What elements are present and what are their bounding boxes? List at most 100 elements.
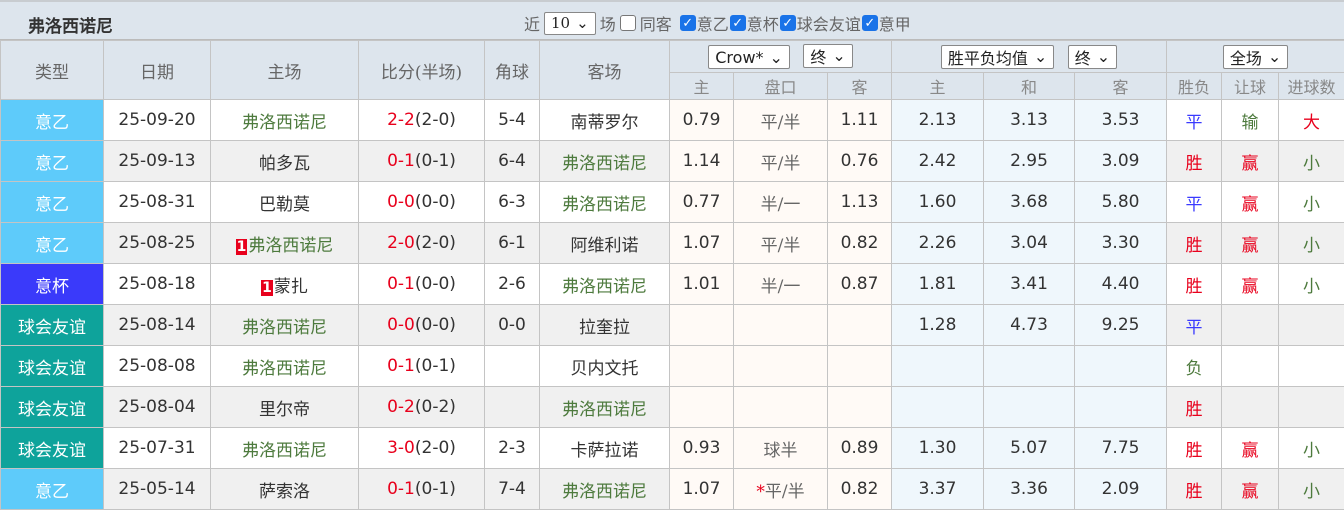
- table-row[interactable]: 意乙 25-08-31 巴勒莫 0-0(0-0) 6-3 弗洛西诺尼 0.77 半/一 1.13…: [0, 181, 1344, 223]
- away-team-cell[interactable]: 弗洛西诺尼: [539, 140, 670, 182]
- home-team-name[interactable]: 弗洛西诺尼: [242, 358, 327, 379]
- recent-count-select[interactable]: 10 ⌄: [544, 11, 596, 35]
- match-type[interactable]: 意乙: [0, 222, 104, 264]
- home-team-cell[interactable]: 巴勒莫: [210, 181, 359, 223]
- header-away: 客场: [539, 40, 670, 100]
- table-row[interactable]: 球会友谊 25-08-04 里尔帝 0-2(0-2) 弗洛西诺尼 胜: [0, 386, 1344, 428]
- score-cell: 2-0(2-0): [358, 222, 485, 264]
- eu-away-odds: 3.30: [1074, 222, 1168, 264]
- table-row[interactable]: 球会友谊 25-08-14 弗洛西诺尼 0-0(0-0) 0-0 拉奎拉 1.28 4.73 9…: [0, 304, 1344, 346]
- full-time-score: 2-0: [387, 233, 415, 253]
- away-team-name[interactable]: 弗洛西诺尼: [562, 153, 647, 174]
- match-type[interactable]: 球会友谊: [0, 304, 104, 346]
- ah-stage-select[interactable]: 终 ⌄: [803, 43, 853, 68]
- match-date: 25-07-31: [103, 427, 211, 469]
- away-team-name[interactable]: 弗洛西诺尼: [562, 276, 647, 297]
- result-handicap: 赢: [1221, 427, 1280, 469]
- half-time-score: (0-0): [414, 274, 456, 294]
- away-team-name[interactable]: 卡萨拉诺: [570, 440, 639, 461]
- ah-away-odds: 0.82: [826, 468, 893, 510]
- table-row[interactable]: 意乙 25-09-13 帕多瓦 0-1(0-1) 6-4 弗洛西诺尼 1.14 平/半 0.76…: [0, 140, 1344, 182]
- home-team-name[interactable]: 弗洛西诺尼: [242, 440, 327, 461]
- home-team-cell[interactable]: 帕多瓦: [210, 140, 359, 182]
- match-type[interactable]: 意乙: [0, 181, 104, 223]
- match-type[interactable]: 球会友谊: [0, 345, 104, 387]
- table-row[interactable]: 球会友谊 25-07-31 弗洛西诺尼 3-0(2-0) 2-3 卡萨拉诺 0.93 球半 0.…: [0, 427, 1344, 469]
- subheader-eu-1: 和: [983, 72, 1076, 100]
- same-venue-checkbox[interactable]: [619, 15, 636, 31]
- home-team-name[interactable]: 巴勒莫: [259, 194, 310, 215]
- home-team-cell[interactable]: 萨索洛: [210, 468, 359, 510]
- match-type[interactable]: 球会友谊: [0, 386, 104, 428]
- home-team-name[interactable]: 里尔帝: [259, 399, 310, 420]
- home-team-name[interactable]: 帕多瓦: [259, 153, 310, 174]
- half-time-score: (2-0): [414, 110, 456, 130]
- match-type[interactable]: 意杯: [0, 263, 104, 305]
- home-team-name[interactable]: 弗洛西诺尼: [242, 317, 327, 338]
- home-team-cell[interactable]: 弗洛西诺尼: [210, 345, 359, 387]
- match-date: 25-08-14: [103, 304, 211, 346]
- result-goals: [1278, 345, 1344, 387]
- ah-company-select[interactable]: Crow* ⌄: [708, 45, 790, 70]
- home-team-cell[interactable]: 里尔帝: [210, 386, 359, 428]
- away-team-cell[interactable]: 阿维利诺: [539, 222, 670, 264]
- match-type[interactable]: 意乙: [0, 99, 104, 141]
- half-time-score: (2-0): [414, 233, 456, 253]
- half-time-score: (0-0): [414, 192, 456, 212]
- eu-stage-select[interactable]: 终 ⌄: [1067, 44, 1118, 69]
- home-team-cell[interactable]: 1 弗洛西诺尼: [210, 222, 359, 264]
- result-wdl: 平: [1166, 304, 1223, 346]
- home-team-name[interactable]: 弗洛西诺尼: [242, 112, 327, 133]
- away-team-name[interactable]: 弗洛西诺尼: [562, 194, 647, 215]
- result-handicap: 赢: [1221, 222, 1280, 264]
- match-type[interactable]: 意乙: [0, 140, 104, 182]
- league-checkbox[interactable]: ✓: [779, 15, 796, 31]
- result-handicap: 赢: [1221, 468, 1280, 510]
- away-team-cell[interactable]: 贝内文托: [539, 345, 670, 387]
- away-team-name[interactable]: 贝内文托: [570, 358, 639, 379]
- league-checkbox[interactable]: ✓: [729, 15, 746, 31]
- home-team-name[interactable]: 蒙扎: [273, 276, 308, 297]
- away-team-cell[interactable]: 弗洛西诺尼: [539, 468, 670, 510]
- result-wdl: 平: [1166, 181, 1223, 223]
- table-row[interactable]: 意杯 25-08-18 1 蒙扎 0-1(0-0) 2-6 弗洛西诺尼 1.01 半/一 0.87…: [0, 263, 1344, 305]
- home-team-name[interactable]: 弗洛西诺尼: [248, 235, 334, 256]
- away-team-name[interactable]: 弗洛西诺尼: [562, 481, 647, 502]
- away-team-name[interactable]: 阿维利诺: [570, 235, 639, 256]
- match-type[interactable]: 球会友谊: [0, 427, 104, 469]
- away-team-cell[interactable]: 卡萨拉诺: [539, 427, 670, 469]
- eu-company-select[interactable]: 胜平负均值 ⌄: [940, 44, 1055, 69]
- match-type[interactable]: 意乙: [0, 468, 104, 510]
- home-team-cell[interactable]: 弗洛西诺尼: [210, 304, 359, 346]
- period-select[interactable]: 全场 ⌄: [1222, 44, 1289, 69]
- period-value: 全场: [1229, 48, 1262, 68]
- table-row[interactable]: 意乙 25-05-14 萨索洛 0-1(0-1) 7-4 弗洛西诺尼 1.07 *平/半 0.8…: [0, 468, 1344, 510]
- home-team-cell[interactable]: 弗洛西诺尼: [210, 427, 359, 469]
- header-score: 比分(半场): [358, 40, 485, 100]
- away-team-cell[interactable]: 弗洛西诺尼: [539, 386, 670, 428]
- table-row[interactable]: 球会友谊 25-08-08 弗洛西诺尼 0-1(0-1) 贝内文托 负: [0, 345, 1344, 387]
- away-team-cell[interactable]: 南蒂罗尔: [539, 99, 670, 141]
- home-team-cell[interactable]: 弗洛西诺尼: [210, 99, 359, 141]
- eu-stage-value: 终: [1074, 48, 1091, 68]
- corner-count: 6-1: [484, 222, 540, 264]
- away-team-cell[interactable]: 弗洛西诺尼: [539, 181, 670, 223]
- result-wdl: 平: [1166, 99, 1223, 141]
- away-team-cell[interactable]: 拉奎拉: [539, 304, 670, 346]
- score-cell: 0-0(0-0): [358, 304, 485, 346]
- header-european-odds: 胜平负均值 ⌄ 终 ⌄: [891, 40, 1168, 73]
- table-row[interactable]: 意乙 25-09-20 弗洛西诺尼 2-2(2-0) 5-4 南蒂罗尔 0.79 平/半 1.1…: [0, 99, 1344, 141]
- away-team-name[interactable]: 弗洛西诺尼: [562, 399, 647, 420]
- league-checkbox[interactable]: ✓: [861, 15, 878, 31]
- eu-company-value: 胜平负均值: [947, 48, 1028, 68]
- away-team-name[interactable]: 拉奎拉: [579, 317, 630, 338]
- table-row[interactable]: 意乙 25-08-25 1 弗洛西诺尼 2-0(2-0) 6-1 阿维利诺 1.07 平/半 0.…: [0, 222, 1344, 264]
- match-date: 25-08-04: [103, 386, 211, 428]
- home-team-name[interactable]: 萨索洛: [259, 481, 310, 502]
- away-team-cell[interactable]: 弗洛西诺尼: [539, 263, 670, 305]
- away-team-name[interactable]: 南蒂罗尔: [570, 112, 639, 133]
- full-time-score: 3-0: [387, 438, 415, 458]
- league-checkbox[interactable]: ✓: [679, 15, 696, 31]
- home-team-cell[interactable]: 1 蒙扎: [210, 263, 359, 305]
